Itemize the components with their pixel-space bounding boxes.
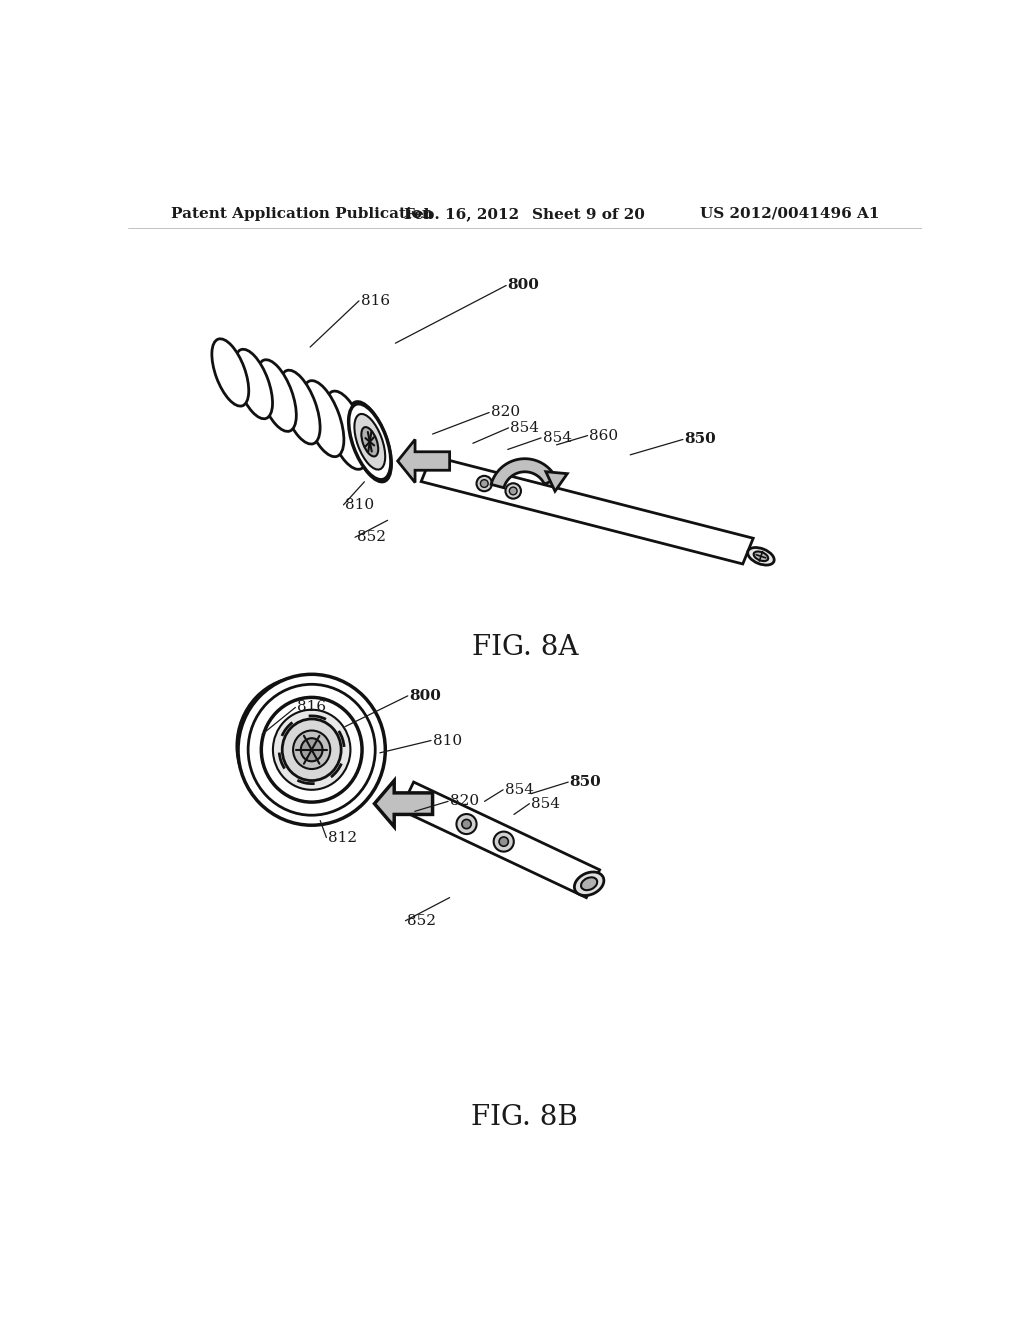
Text: 800: 800 [508,279,540,293]
Ellipse shape [476,475,492,491]
Text: 810: 810 [345,498,374,512]
Text: FIG. 8A: FIG. 8A [471,634,579,661]
Ellipse shape [280,370,321,444]
Ellipse shape [261,697,362,803]
Text: 812: 812 [328,830,357,845]
Text: 850: 850 [684,433,716,446]
Ellipse shape [480,479,488,487]
Text: 816: 816 [360,294,389,308]
Ellipse shape [457,814,476,834]
Text: 860: 860 [589,429,618,442]
Polygon shape [397,440,450,483]
Ellipse shape [499,837,508,846]
Ellipse shape [348,401,391,482]
Ellipse shape [293,730,331,770]
Ellipse shape [283,719,341,780]
Text: 800: 800 [410,689,441,702]
Text: 820: 820 [450,795,479,808]
Ellipse shape [581,878,597,890]
Polygon shape [375,780,432,826]
Polygon shape [421,455,754,564]
Text: 854: 854 [543,430,571,445]
Ellipse shape [248,684,375,816]
Text: Patent Application Publication: Patent Application Publication [171,207,432,220]
Ellipse shape [354,414,385,470]
Ellipse shape [326,391,368,470]
Text: Feb. 16, 2012  Sheet 9 of 20: Feb. 16, 2012 Sheet 9 of 20 [404,207,645,220]
Ellipse shape [238,675,385,825]
Text: 854: 854 [531,797,560,810]
Ellipse shape [748,548,774,565]
Ellipse shape [301,738,323,762]
Ellipse shape [506,483,521,499]
Ellipse shape [494,832,514,851]
Polygon shape [492,459,556,488]
Text: 854: 854 [510,421,539,434]
Ellipse shape [257,360,296,432]
Ellipse shape [462,820,471,829]
Text: 820: 820 [490,405,520,420]
Ellipse shape [754,552,768,561]
Ellipse shape [212,339,249,407]
Text: FIG. 8B: FIG. 8B [471,1104,579,1130]
Text: 810: 810 [432,734,462,747]
Ellipse shape [273,710,350,789]
Text: 852: 852 [356,531,386,544]
Ellipse shape [303,380,344,457]
Text: US 2012/0041496 A1: US 2012/0041496 A1 [700,207,880,220]
Polygon shape [400,781,600,898]
Text: 816: 816 [297,701,326,714]
Ellipse shape [361,428,378,457]
Text: 852: 852 [407,913,436,928]
Polygon shape [546,471,567,491]
Ellipse shape [234,350,272,418]
Text: 854: 854 [505,783,534,797]
Ellipse shape [574,873,604,895]
Ellipse shape [509,487,517,495]
Ellipse shape [348,404,391,480]
Text: 850: 850 [569,775,601,789]
